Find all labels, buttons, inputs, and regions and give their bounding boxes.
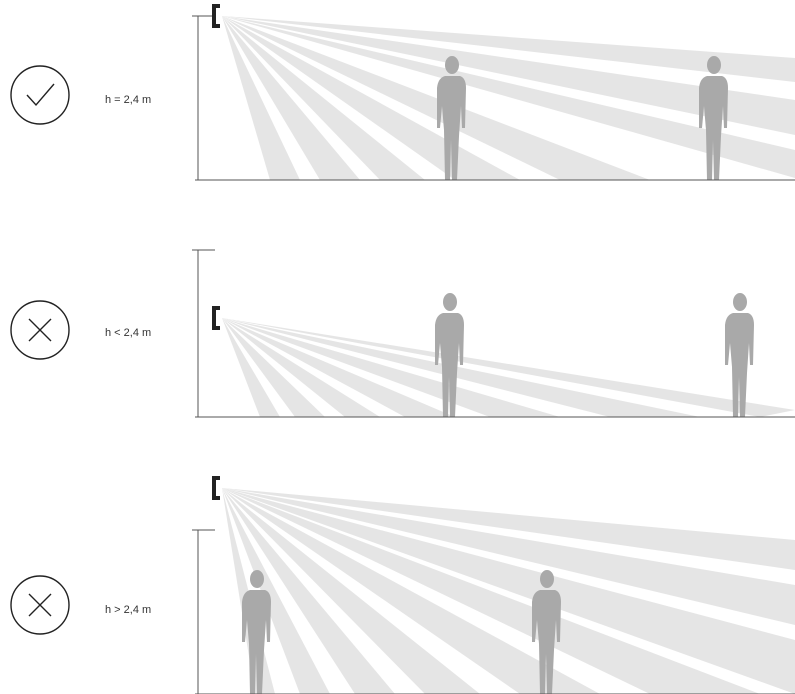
beam [222,318,455,417]
beam [222,488,795,625]
height-label: h = 2,4 m [105,94,151,106]
beam [222,16,650,180]
beam [222,318,380,417]
beam [222,16,300,180]
beam [222,488,760,694]
person-head [445,56,459,74]
cross-icon [10,575,70,635]
beam [222,16,795,178]
person-body [699,76,728,180]
person [699,56,728,180]
beam [222,318,560,417]
person-body [532,590,561,694]
beam [222,318,700,417]
beam [222,488,795,694]
person [437,56,466,180]
person [725,293,754,417]
sensor [212,306,220,330]
beam [222,318,325,417]
person [435,293,464,417]
beam [222,318,795,417]
beam [222,488,395,694]
beam [222,16,360,180]
beam [222,488,330,694]
height-label: h < 2,4 m [105,327,151,339]
beam [222,16,795,135]
beam [222,488,480,694]
person-body [725,313,754,417]
beam [222,16,425,180]
beam [222,318,280,417]
sensor [212,476,220,500]
person-body [242,590,271,694]
beam [222,488,795,570]
beam [222,488,600,694]
person [242,570,271,694]
person-head [540,570,554,588]
person-head [250,570,264,588]
person-head [443,293,457,311]
person [532,570,561,694]
check-icon [10,65,70,125]
cross-icon [10,300,70,360]
person-head [733,293,747,311]
person-body [437,76,466,180]
sensor [212,4,220,28]
beam [222,16,795,82]
person-body [435,313,464,417]
person-head [707,56,721,74]
beams-layer [192,4,795,694]
height-label: h > 2,4 m [105,604,151,616]
